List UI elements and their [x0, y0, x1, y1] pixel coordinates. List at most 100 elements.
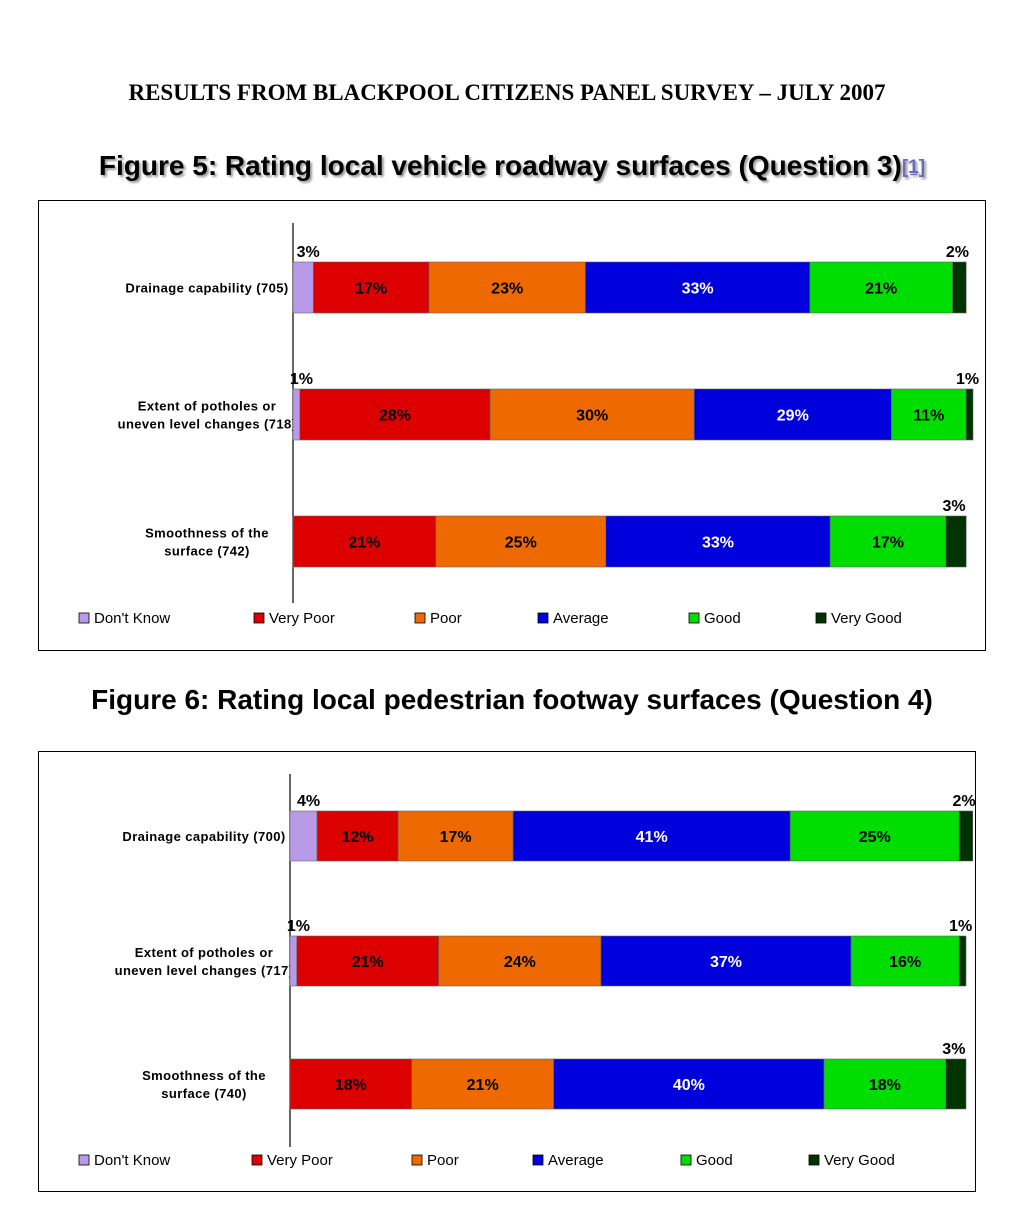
fig5-bar-poor — [489, 388, 695, 441]
fig6-legend-swatch-very-good — [808, 1154, 820, 1166]
report-header: RESULTS FROM BLACKPOOL CITIZENS PANEL SU… — [128, 80, 886, 105]
fig5-legend-swatch-very-poor — [253, 612, 265, 624]
fig6-bar-very-good — [958, 935, 967, 987]
fig6-bar-very-poor — [289, 1058, 412, 1110]
fig5-data-label: 33% — [702, 535, 734, 552]
fig6-bar-poor — [397, 810, 514, 862]
fig6-bar-good — [823, 1058, 947, 1110]
fig5-legend-swatch-poor — [414, 612, 426, 624]
fig5-legend-label-don-t-know: Don't Know — [94, 610, 170, 627]
fig6-legend-label-average: Average — [548, 1152, 604, 1169]
fig6-bar-poor — [438, 935, 602, 987]
fig6-data-label: 21% — [352, 954, 384, 971]
fig5-bar-very-good — [965, 388, 974, 441]
fig5-bar-good — [891, 388, 967, 441]
fig5-legend-swatch-good — [688, 612, 700, 624]
fig5-data-label: 21% — [348, 535, 380, 552]
fig6-bar-very-good — [958, 810, 974, 862]
fig6-bar-good — [789, 810, 960, 862]
fig5-data-label: 23% — [491, 281, 523, 298]
fig5-category-label: Extent of potholes or uneven level change… — [118, 399, 297, 432]
figure-6-chart: Drainage capability (700) 4% 12% 17% 41% 25% 2… — [38, 751, 976, 1192]
fig6-legend-swatch-very-poor — [251, 1154, 263, 1166]
fig6-data-label: 16% — [889, 954, 921, 971]
fig5-category-label: Smoothness of the surface (742) — [145, 526, 269, 559]
fig6-legend-label-don-t-know: Don't Know — [94, 1152, 170, 1169]
fig6-bar-average — [553, 1058, 825, 1110]
fig5-bar-very-poor — [292, 515, 437, 568]
fig5-legend-label-very-poor: Very Poor — [269, 610, 335, 627]
fig6-legend-label-poor: Poor — [427, 1152, 459, 1169]
fig5-bar-average — [605, 515, 831, 568]
fig5-legend-swatch-average — [537, 612, 549, 624]
fig6-bar-good — [850, 935, 960, 987]
fig5-bar-very-good — [952, 261, 967, 314]
fig6-data-label: 21% — [467, 1077, 499, 1094]
fig5-data-label: 3% — [297, 244, 320, 261]
fig6-legend-swatch-average — [532, 1154, 544, 1166]
fig5-data-label: 1% — [956, 371, 979, 388]
fig5-legend-swatch-very-good — [815, 612, 827, 624]
fig6-category-label: Extent of potholes or uneven level change… — [115, 945, 294, 978]
figure-6-chart-svg: Drainage capability (700) 4% 12% 17% 41% 25% 2… — [78, 774, 975, 1169]
figure-6-title: Figure 6: Rating local pedestrian footwa… — [91, 684, 933, 715]
fig5-data-label: 17% — [355, 281, 387, 298]
fig5-data-label: 1% — [290, 371, 313, 388]
fig6-data-label: 12% — [342, 829, 374, 846]
fig5-legend-label-good: Good — [704, 610, 741, 627]
fig5-data-label: 17% — [872, 535, 904, 552]
fig5-data-label: 33% — [682, 281, 714, 298]
fig5-bar-very-good — [945, 515, 967, 568]
fig6-data-label: 18% — [869, 1077, 901, 1094]
fig5-bar-don-t-know — [292, 388, 301, 441]
fig5-data-label: 11% — [913, 408, 944, 425]
footnote-link[interactable]: [1] — [901, 157, 926, 178]
fig6-data-label: 18% — [335, 1077, 367, 1094]
fig6-data-label: 17% — [440, 829, 472, 846]
fig5-bar-average — [585, 261, 811, 314]
fig5-category-label: Drainage capability (705) — [125, 281, 288, 296]
fig6-data-label: 24% — [504, 954, 536, 971]
fig6-data-label: 1% — [949, 918, 972, 935]
fig5-legend-label-poor: Poor — [430, 610, 462, 627]
fig5-legend-swatch-don-t-know — [78, 612, 90, 624]
fig6-legend-label-very-poor: Very Poor — [267, 1152, 333, 1169]
fig6-bar-very-poor — [296, 935, 440, 987]
fig6-data-label: 40% — [673, 1077, 705, 1094]
fig5-bar-very-poor — [313, 261, 430, 314]
fig6-category-label: Smoothness of the surface (740) — [142, 1068, 266, 1101]
fig6-legend-label-very-good: Very Good — [824, 1152, 895, 1169]
fig5-data-label: 29% — [777, 408, 809, 425]
fig6-category-label: Drainage capability (700) — [122, 829, 285, 844]
fig6-data-label: 37% — [710, 954, 742, 971]
fig5-bar-don-t-know — [292, 261, 314, 314]
fig5-data-label: 28% — [379, 408, 411, 425]
fig5-bar-poor — [428, 261, 586, 314]
fig5-legend-label-average: Average — [553, 610, 609, 627]
fig6-data-label: 2% — [952, 793, 975, 810]
fig5-bar-good — [829, 515, 947, 568]
fig6-bar-average — [512, 810, 791, 862]
fig6-legend-label-good: Good — [696, 1152, 733, 1169]
fig5-legend-label-very-good: Very Good — [831, 610, 902, 627]
fig5-data-label: 2% — [946, 244, 969, 261]
fig6-bar-don-t-know — [289, 935, 298, 987]
fig6-legend-swatch-poor — [411, 1154, 423, 1166]
fig6-data-label: 1% — [287, 918, 310, 935]
fig6-data-label: 3% — [942, 1041, 965, 1058]
fig6-legend-swatch-don-t-know — [78, 1154, 90, 1166]
fig5-data-label: 21% — [865, 281, 897, 298]
fig6-data-label: 25% — [859, 829, 891, 846]
fig5-data-label: 30% — [576, 408, 608, 425]
figure-5-title: Figure 5: Rating local vehicle roadway s… — [0, 150, 1024, 182]
fig6-data-label: 41% — [636, 829, 668, 846]
fig5-bar-poor — [435, 515, 607, 568]
fig6-bar-poor — [411, 1058, 554, 1110]
figure-5-chart-svg: Drainage capability (705) 3% 17% 23% 33% 21% 2… — [78, 223, 979, 627]
fig6-bar-very-poor — [316, 810, 399, 862]
figure-5-title-text: Figure 5: Rating local vehicle roadway s… — [98, 150, 902, 181]
fig6-data-label: 4% — [297, 793, 320, 810]
fig6-bar-don-t-know — [289, 810, 318, 862]
figure-5-chart: Drainage capability (705) 3% 17% 23% 33% 21% 2… — [38, 200, 986, 651]
fig6-bar-very-good — [945, 1058, 967, 1110]
